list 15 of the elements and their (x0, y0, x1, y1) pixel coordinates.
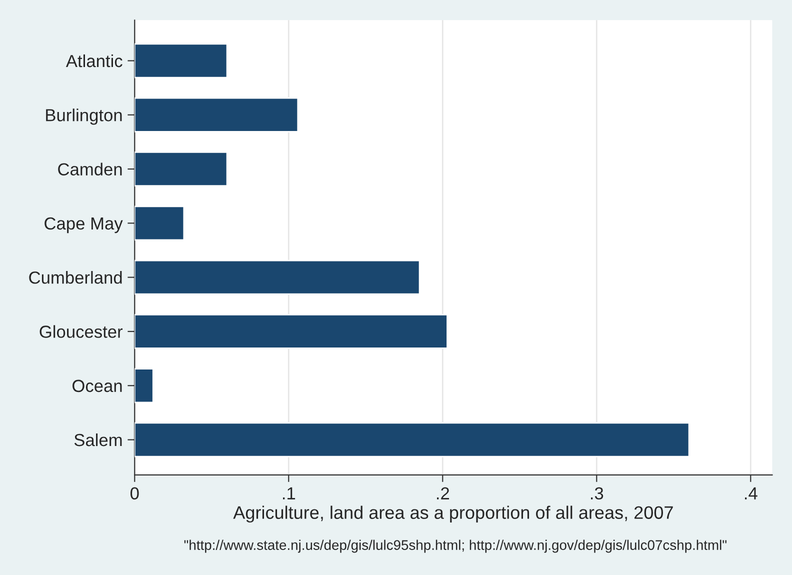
y-tick-label: Atlantic (66, 54, 122, 68)
x-axis-title: Agriculture, land area as a proportion of all areas, 2007 (233, 506, 673, 523)
y-tick-label: Cumberland (29, 271, 122, 284)
y-tick-label: Ocean (72, 380, 122, 392)
y-tick-label: Salem (74, 433, 122, 446)
text: "http://www.state.nj.us/dep/gis/lulc95shp.html; http://www.nj.gov/dep/gis/lulc07cshp.html" (184, 540, 726, 553)
x-tick-label: .4 (744, 487, 758, 500)
x-tick-label: 0 (130, 487, 139, 500)
y-tick-label: Burlington (46, 108, 122, 125)
y-tick-label: Camden (58, 162, 122, 176)
x-tick-label: .3 (590, 487, 604, 500)
x-tick-label: .2 (436, 487, 450, 500)
y-tick-label: Gloucester (40, 325, 123, 338)
y-tick-label: Cape May (44, 217, 123, 234)
x-tick-label: .1 (282, 487, 296, 500)
